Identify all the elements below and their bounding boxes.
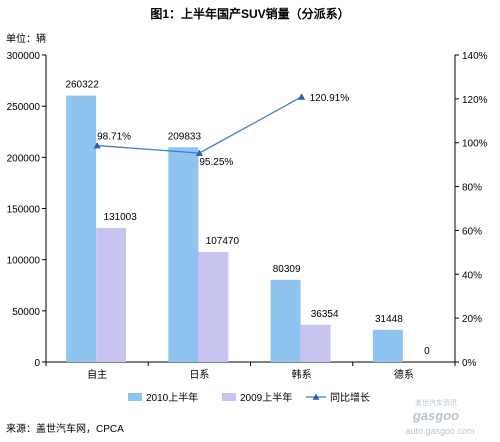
growth-point <box>93 141 101 149</box>
watermark-logo: 盖世汽车资讯 gasgoo auto.gasgoo.com <box>405 398 474 436</box>
right-tick-label: 40% <box>462 270 482 281</box>
left-tick-label: 50000 <box>12 307 40 318</box>
bar-2009 <box>198 252 229 362</box>
legend-swatch <box>128 393 142 401</box>
right-tick-label: 120% <box>462 95 488 106</box>
watermark-brand: gasgoo <box>412 408 459 423</box>
growth-point <box>298 93 306 100</box>
legend-label: 同比增长 <box>330 391 370 404</box>
category-label: 韩系 <box>292 368 312 381</box>
left-tick-label: 200000 <box>7 153 41 164</box>
source-text: 来源：盖世汽车网，CPCA <box>6 422 124 435</box>
category-label: 德系 <box>394 368 414 381</box>
legend: 2010上半年 2009上半年 同比增长 <box>128 391 370 404</box>
growth-value-label: 98.71% <box>97 132 131 143</box>
bar-group <box>66 95 403 362</box>
bar-value-label: 31448 <box>375 314 403 325</box>
growth-value-label: 95.25% <box>199 157 233 168</box>
bar-value-label: 80309 <box>273 264 301 275</box>
left-tick-label: 250000 <box>7 102 41 113</box>
growth-line <box>97 96 302 154</box>
growth-line-group <box>93 93 306 157</box>
unit-label: 单位：辆 <box>6 32 46 45</box>
legend-label: 2009上半年 <box>240 391 292 404</box>
right-tick-label: 100% <box>462 139 488 150</box>
growth-value-label: 120.91% <box>310 93 350 104</box>
watermark-url: auto.gasgoo.com <box>405 426 474 436</box>
bar-value-label: 0 <box>424 346 430 357</box>
right-tick-label: 140% <box>462 51 488 62</box>
left-tick-label: 300000 <box>7 51 41 62</box>
right-tick-label: 0% <box>462 358 477 369</box>
bar-2010 <box>66 95 97 362</box>
right-tick-label: 60% <box>462 226 482 237</box>
legend-label: 2010上半年 <box>146 391 198 404</box>
left-tick-label: 100000 <box>7 256 41 267</box>
watermark-cn: 盖世汽车资讯 <box>415 398 457 407</box>
growth-point <box>195 149 203 157</box>
chart-title: 图1：上半年国产SUV销量（分派系） <box>150 6 349 21</box>
left-tick-label: 0 <box>34 358 40 369</box>
bar-value-label: 209833 <box>168 131 202 142</box>
category-label: 自主 <box>87 368 107 381</box>
category-label: 日系 <box>189 369 209 381</box>
bar-value-label: 131003 <box>103 212 137 223</box>
legend-swatch <box>222 393 236 401</box>
bar-value-label: 260322 <box>65 80 99 91</box>
category-labels: 自主 日系 韩系 德系 <box>87 368 414 381</box>
bar-value-label: 36354 <box>311 309 339 320</box>
right-tick-label: 80% <box>462 183 482 194</box>
bar-value-label: 107470 <box>206 236 240 247</box>
bar-2009 <box>300 324 331 362</box>
right-tick-label: 20% <box>462 314 482 325</box>
bar-2009 <box>96 227 127 362</box>
left-tick-label: 150000 <box>7 205 41 216</box>
bar-2010 <box>168 147 199 362</box>
legend-marker <box>312 393 320 400</box>
data-labels: 260322 209833 80309 31448 131003 107470 36354 0… <box>65 80 430 357</box>
bar-2010 <box>372 329 403 362</box>
bar-2010 <box>270 279 301 362</box>
